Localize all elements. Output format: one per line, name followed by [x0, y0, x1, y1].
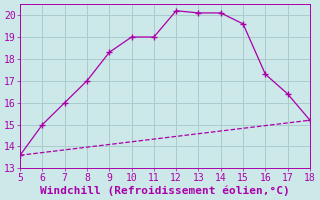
X-axis label: Windchill (Refroidissement éolien,°C): Windchill (Refroidissement éolien,°C): [40, 185, 290, 196]
